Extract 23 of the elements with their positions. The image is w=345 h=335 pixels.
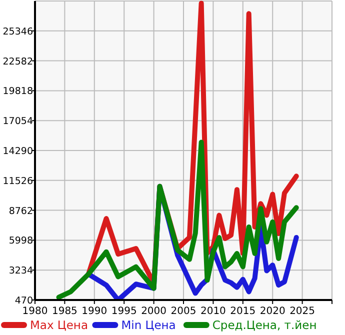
legend-label: Max Цена — [30, 318, 88, 332]
x-tick-label: 2020 — [260, 306, 286, 317]
x-tick-label: 2010 — [200, 306, 226, 317]
y-tick-label: 8762 — [8, 206, 33, 217]
legend-label: Сред.Цена, т.йен — [212, 318, 317, 332]
x-tick-label: 1980 — [22, 306, 48, 317]
x-tick-label: 2025 — [290, 306, 316, 317]
x-tick-label: 2015 — [230, 306, 256, 317]
y-tick-label: 25346 — [2, 26, 33, 38]
y-tick-label: 19818 — [2, 86, 33, 98]
y-tick-label: 14290 — [2, 146, 33, 157]
x-tick-label: 2000 — [141, 306, 167, 317]
legend-label: Min Цена — [121, 318, 176, 332]
y-tick-label: 11526 — [2, 176, 33, 187]
y-tick-label: 17054 — [2, 116, 33, 128]
y-tick-label: 3234 — [8, 266, 33, 277]
x-tick-label: 1995 — [111, 306, 137, 317]
x-tick-label: 1990 — [82, 306, 108, 317]
x-tick-label: 1985 — [52, 306, 78, 317]
y-tick-label: 22582 — [2, 56, 33, 68]
y-tick-label: 470 — [14, 296, 33, 306]
y-tick-label: 5998 — [8, 236, 33, 247]
x-tick-label: 2005 — [170, 306, 196, 317]
